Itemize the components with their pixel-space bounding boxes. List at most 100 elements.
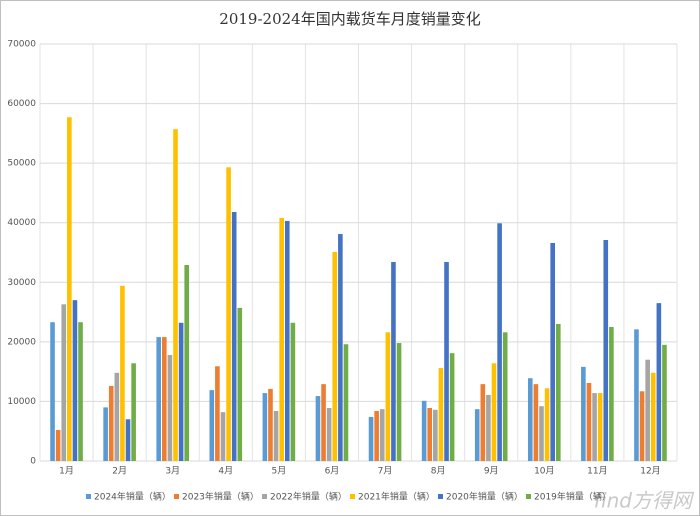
bar <box>173 129 178 462</box>
bar <box>497 223 502 461</box>
x-tick-label: 2月 <box>112 466 127 477</box>
bar <box>131 363 136 461</box>
bar <box>262 393 268 461</box>
legend-label: 2023年销量（辆） <box>182 491 259 503</box>
legend-label: 2022年销量（辆） <box>270 491 347 503</box>
bar <box>634 329 639 461</box>
bar <box>50 322 55 461</box>
bar <box>162 337 167 461</box>
bar <box>427 407 433 461</box>
y-tick-label: 10000 <box>7 397 36 407</box>
legend-label: 2020年销量（辆） <box>446 491 523 503</box>
chart-title: 2019-2024年国内载货车月度销量变化 <box>219 10 480 28</box>
bar <box>315 396 321 461</box>
bar <box>539 406 544 461</box>
y-tick-label: 70000 <box>7 40 36 50</box>
x-tick-label: 4月 <box>218 466 233 477</box>
bar <box>385 332 391 461</box>
bar <box>597 393 603 461</box>
bar <box>650 372 656 461</box>
y-tick-label: 0 <box>30 457 36 467</box>
bar <box>544 388 550 461</box>
x-tick-label: 9月 <box>484 466 499 477</box>
x-tick-label: 10月 <box>534 466 554 477</box>
bar <box>343 344 349 461</box>
bar <box>368 416 374 461</box>
bar <box>326 407 332 461</box>
bar <box>502 332 508 461</box>
x-tick-label: 5月 <box>272 466 287 477</box>
bar <box>125 419 131 461</box>
legend-label: 2019年销量（辆） <box>534 491 611 503</box>
bar <box>78 322 83 461</box>
bar <box>114 372 120 461</box>
legend-label: 2021年销量（辆） <box>358 491 435 503</box>
bar <box>321 384 326 461</box>
bar <box>209 390 215 461</box>
y-tick-label: 30000 <box>7 278 36 288</box>
bar <box>67 117 72 461</box>
x-tick-label: 12月 <box>640 466 660 477</box>
bar <box>237 307 243 461</box>
legend-swatch <box>438 494 443 499</box>
bar <box>103 407 108 461</box>
bar <box>391 262 396 461</box>
legend-swatch <box>86 494 91 499</box>
x-tick-label: 1月 <box>59 466 74 477</box>
bar <box>480 384 486 461</box>
bar <box>444 262 449 461</box>
x-tick-label: 8月 <box>431 466 446 477</box>
bar <box>555 323 561 461</box>
bar <box>61 304 67 461</box>
bar <box>374 410 379 461</box>
bar <box>279 217 284 461</box>
x-tick-label: 3月 <box>165 466 180 477</box>
bar <box>527 378 533 461</box>
x-tick-label: 6月 <box>325 466 340 477</box>
bar <box>108 385 114 461</box>
bar <box>167 354 173 461</box>
bar <box>178 322 184 461</box>
bar <box>449 353 455 461</box>
x-tick-label: 11月 <box>587 466 607 477</box>
bar <box>184 265 190 461</box>
y-tick-label: 50000 <box>7 159 36 169</box>
bar <box>491 363 497 461</box>
legend-swatch <box>350 494 355 499</box>
bar <box>586 382 592 461</box>
bar <box>220 412 226 461</box>
y-tick-label: 20000 <box>7 337 36 347</box>
bar <box>645 359 650 461</box>
bar <box>438 368 444 461</box>
bar <box>662 344 667 461</box>
bar <box>421 400 427 461</box>
bar <box>284 220 290 461</box>
bar <box>379 409 385 461</box>
bar <box>533 384 539 461</box>
bar <box>226 167 231 461</box>
bar <box>156 337 162 461</box>
bar <box>656 303 662 461</box>
bar <box>396 343 402 461</box>
legend-label: 2024年销量（辆） <box>94 491 171 503</box>
bar <box>332 251 338 461</box>
bar <box>338 234 343 461</box>
bar <box>433 409 438 461</box>
bar <box>639 391 645 461</box>
bar <box>581 366 586 461</box>
bar <box>72 300 78 461</box>
bar <box>474 409 480 461</box>
legend-swatch <box>526 494 531 499</box>
bar <box>231 211 237 461</box>
bar <box>268 388 273 461</box>
y-tick-label: 60000 <box>7 99 36 109</box>
legend-swatch <box>262 494 267 499</box>
bar <box>273 410 279 461</box>
legend-swatch <box>174 494 179 499</box>
bar <box>486 394 491 461</box>
bar <box>603 239 609 461</box>
bar <box>55 430 61 461</box>
bar <box>215 366 220 461</box>
bar <box>120 285 125 461</box>
